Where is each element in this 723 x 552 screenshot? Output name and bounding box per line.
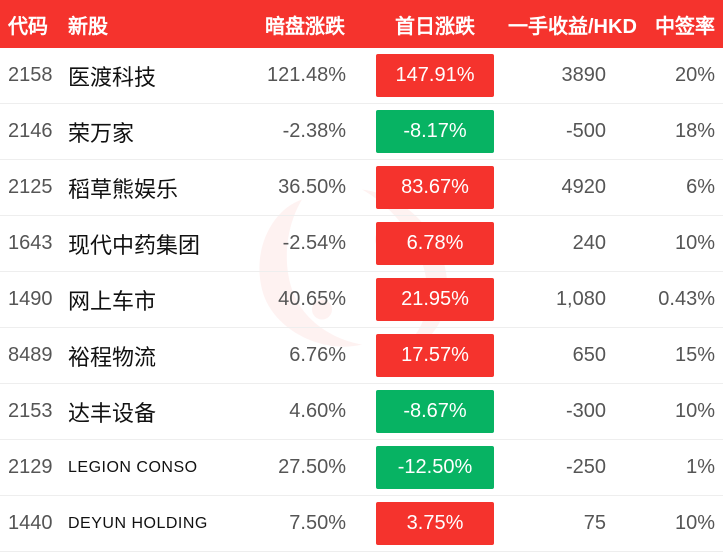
cell-allotment-rate: 15% — [640, 328, 723, 384]
cell-name: 现代中药集团 — [60, 216, 240, 272]
col-profit: 一手收益/HKD — [500, 0, 640, 48]
cell-grey-change: 7.50% — [240, 496, 370, 552]
cell-allotment-rate: 6% — [640, 160, 723, 216]
col-code: 代码 — [0, 0, 60, 48]
cell-name: 网上车市 — [60, 272, 240, 328]
table-row: 1440DEYUN HOLDING7.50%3.75%7510% — [0, 496, 723, 552]
cell-profit: -250 — [500, 440, 640, 496]
cell-allotment-rate: 10% — [640, 496, 723, 552]
change-pill: 3.75% — [376, 502, 494, 545]
table-row: 8489裕程物流6.76%17.57%65015% — [0, 328, 723, 384]
table-row: 2158医渡科技121.48%147.91%389020% — [0, 48, 723, 104]
cell-code: 1490 — [0, 272, 60, 328]
cell-name: 稻草熊娱乐 — [60, 160, 240, 216]
cell-code: 8489 — [0, 328, 60, 384]
cell-code: 2153 — [0, 384, 60, 440]
cell-code: 1440 — [0, 496, 60, 552]
table-row: 2146荣万家-2.38%-8.17%-50018% — [0, 104, 723, 160]
cell-name: 裕程物流 — [60, 328, 240, 384]
col-grey: 暗盘涨跌 — [240, 0, 370, 48]
table-row: 2129LEGION CONSO27.50%-12.50%-2501% — [0, 440, 723, 496]
col-first: 首日涨跌 — [370, 0, 500, 48]
cell-grey-change: 27.50% — [240, 440, 370, 496]
cell-code: 2146 — [0, 104, 60, 160]
cell-code: 2129 — [0, 440, 60, 496]
cell-grey-change: 6.76% — [240, 328, 370, 384]
cell-first-day-change: -8.67% — [370, 384, 500, 440]
cell-grey-change: -2.54% — [240, 216, 370, 272]
cell-first-day-change: 21.95% — [370, 272, 500, 328]
change-pill: -8.67% — [376, 390, 494, 433]
cell-code: 2125 — [0, 160, 60, 216]
cell-allotment-rate: 0.43% — [640, 272, 723, 328]
cell-name: LEGION CONSO — [60, 440, 240, 496]
cell-name: 医渡科技 — [60, 48, 240, 104]
cell-code: 2158 — [0, 48, 60, 104]
change-pill: 147.91% — [376, 54, 494, 97]
cell-profit: 4920 — [500, 160, 640, 216]
change-pill: 6.78% — [376, 222, 494, 265]
table-row: 1643现代中药集团-2.54%6.78%24010% — [0, 216, 723, 272]
cell-profit: -500 — [500, 104, 640, 160]
table-row: 1490网上车市40.65%21.95%1,0800.43% — [0, 272, 723, 328]
ipo-table: 代码 新股 暗盘涨跌 首日涨跌 一手收益/HKD 中签率 2158医渡科技121… — [0, 0, 723, 552]
cell-grey-change: 121.48% — [240, 48, 370, 104]
change-pill: -12.50% — [376, 446, 494, 489]
cell-allotment-rate: 1% — [640, 440, 723, 496]
cell-profit: -300 — [500, 384, 640, 440]
cell-profit: 3890 — [500, 48, 640, 104]
cell-grey-change: 40.65% — [240, 272, 370, 328]
cell-name: DEYUN HOLDING — [60, 496, 240, 552]
change-pill: -8.17% — [376, 110, 494, 153]
change-pill: 17.57% — [376, 334, 494, 377]
change-pill: 83.67% — [376, 166, 494, 209]
cell-profit: 240 — [500, 216, 640, 272]
cell-grey-change: 36.50% — [240, 160, 370, 216]
table-header-row: 代码 新股 暗盘涨跌 首日涨跌 一手收益/HKD 中签率 — [0, 0, 723, 48]
cell-name: 荣万家 — [60, 104, 240, 160]
table-row: 2153达丰设备4.60%-8.67%-30010% — [0, 384, 723, 440]
cell-profit: 650 — [500, 328, 640, 384]
cell-allotment-rate: 10% — [640, 216, 723, 272]
cell-first-day-change: -12.50% — [370, 440, 500, 496]
cell-code: 1643 — [0, 216, 60, 272]
cell-first-day-change: 147.91% — [370, 48, 500, 104]
cell-first-day-change: 6.78% — [370, 216, 500, 272]
col-rate: 中签率 — [640, 0, 723, 48]
table-row: 2125稻草熊娱乐36.50%83.67%49206% — [0, 160, 723, 216]
change-pill: 21.95% — [376, 278, 494, 321]
col-name: 新股 — [60, 0, 240, 48]
cell-name: 达丰设备 — [60, 384, 240, 440]
cell-first-day-change: 17.57% — [370, 328, 500, 384]
cell-profit: 1,080 — [500, 272, 640, 328]
cell-allotment-rate: 18% — [640, 104, 723, 160]
cell-first-day-change: -8.17% — [370, 104, 500, 160]
cell-profit: 75 — [500, 496, 640, 552]
cell-allotment-rate: 20% — [640, 48, 723, 104]
cell-grey-change: -2.38% — [240, 104, 370, 160]
cell-first-day-change: 83.67% — [370, 160, 500, 216]
cell-first-day-change: 3.75% — [370, 496, 500, 552]
cell-allotment-rate: 10% — [640, 384, 723, 440]
cell-grey-change: 4.60% — [240, 384, 370, 440]
